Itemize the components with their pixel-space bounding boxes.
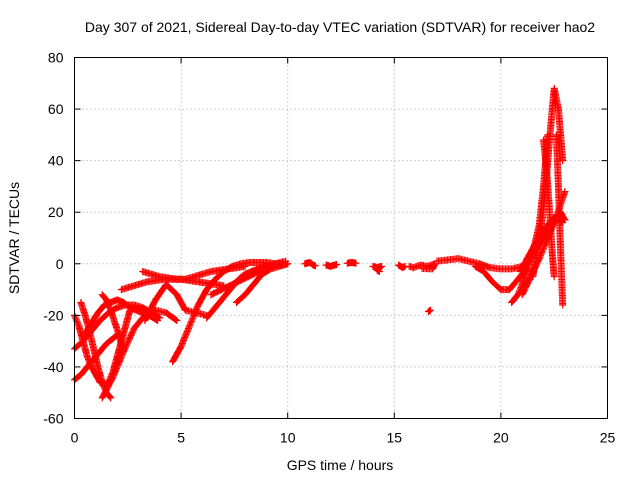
y-tick-label: 0 <box>56 256 64 272</box>
x-tick-label: 10 <box>280 430 296 446</box>
data-point-markers <box>141 280 211 324</box>
x-tick-label: 15 <box>387 430 403 446</box>
data-point-markers <box>98 306 181 402</box>
series-arc-14 <box>233 260 292 306</box>
series-outlier <box>424 306 434 315</box>
series-arc-6 <box>98 291 127 355</box>
y-tick-label: 60 <box>48 101 64 117</box>
data-marks <box>71 84 569 402</box>
x-axis-label: GPS time / hours <box>287 457 394 473</box>
axis-ticks <box>74 57 608 419</box>
x-tick-label: 25 <box>600 430 616 446</box>
x-tick-label: 20 <box>493 430 509 446</box>
series-segment-11h <box>301 259 319 270</box>
data-point-markers <box>343 259 360 267</box>
series-arc-dip <box>471 262 530 294</box>
data-point-markers <box>516 213 567 275</box>
series-segment-13h <box>343 259 360 267</box>
data-point-markers <box>424 306 434 315</box>
x-tick-labels: 0 5 10 15 20 25 <box>71 430 616 446</box>
y-tick-label: 40 <box>48 153 64 169</box>
series-arc-11 <box>141 280 211 324</box>
x-tick-label: 0 <box>71 430 79 446</box>
data-point-markers <box>369 262 385 275</box>
data-point-markers <box>405 260 439 273</box>
data-point-markers <box>233 260 292 306</box>
y-tick-label: -20 <box>43 307 63 323</box>
chart-title: Day 307 of 2021, Sidereal Day-to-day VTE… <box>85 19 595 35</box>
series-arc-late <box>433 255 526 273</box>
y-tick-label: 20 <box>48 204 64 220</box>
data-point-markers <box>433 255 526 273</box>
series-segment-12h <box>322 261 341 270</box>
series-segment-15h <box>395 261 409 272</box>
grid-layer <box>74 57 608 419</box>
series-segment-16h <box>405 260 439 273</box>
series-segment-14h <box>369 262 385 275</box>
data-point-markers <box>395 261 409 272</box>
y-tick-labels: -60 -40 -20 0 20 40 60 80 <box>43 50 63 427</box>
plot-frame <box>74 57 608 419</box>
y-axis-label: SDTVAR / TECUs <box>6 182 22 294</box>
data-point-markers <box>301 259 319 270</box>
data-point-markers <box>98 291 127 355</box>
y-tick-label: 80 <box>48 50 64 66</box>
series-arc-7 <box>98 306 181 402</box>
y-tick-label: -60 <box>43 411 63 427</box>
data-point-markers <box>322 261 341 270</box>
y-tick-label: -40 <box>43 359 63 375</box>
data-point-markers <box>471 262 530 294</box>
x-tick-label: 5 <box>177 430 185 446</box>
series-rise-5 <box>516 213 567 275</box>
